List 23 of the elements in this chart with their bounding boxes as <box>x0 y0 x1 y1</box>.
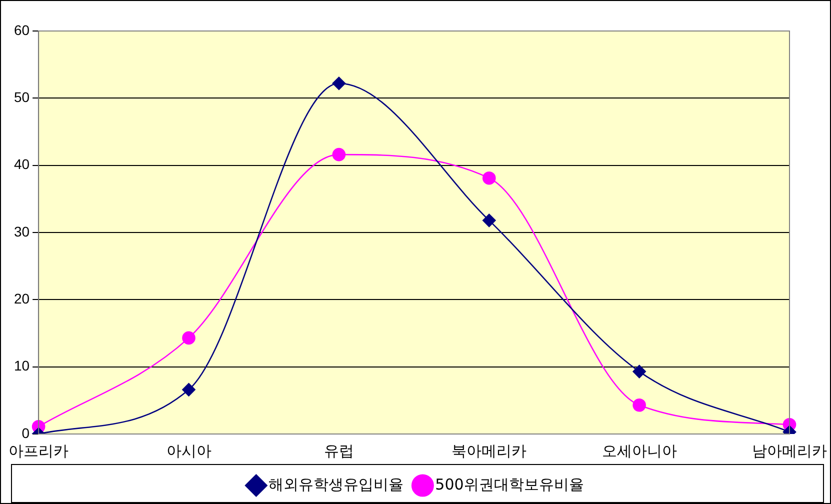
point <box>482 171 496 185</box>
x-tick-label: 북아메리카 <box>452 442 527 460</box>
y-tick-label: 0 <box>22 424 30 441</box>
point <box>332 148 346 162</box>
point <box>182 383 196 396</box>
y-tick-label: 60 <box>14 22 30 38</box>
point <box>332 76 346 90</box>
point <box>632 398 646 412</box>
y-tick-label: 50 <box>14 89 30 106</box>
x-tick-label: 오세아니아 <box>602 442 677 460</box>
point <box>182 331 196 345</box>
y-tick-label: 30 <box>14 223 30 240</box>
legend-label: 500위권대학보유비율 <box>435 475 584 494</box>
point <box>632 364 646 378</box>
x-tick-label: 아시아 <box>166 442 212 460</box>
point <box>482 214 496 228</box>
x-tick-label: 남아메리카 <box>752 442 827 460</box>
legend-label: 해외유학생유입비율 <box>268 475 404 494</box>
x-tick-label: 유럽 <box>324 442 354 460</box>
y-tick-label: 20 <box>14 290 30 307</box>
x-tick-label: 아프리카 <box>8 442 69 460</box>
y-tick-label: 10 <box>14 358 30 374</box>
y-tick-label: 40 <box>14 156 30 172</box>
